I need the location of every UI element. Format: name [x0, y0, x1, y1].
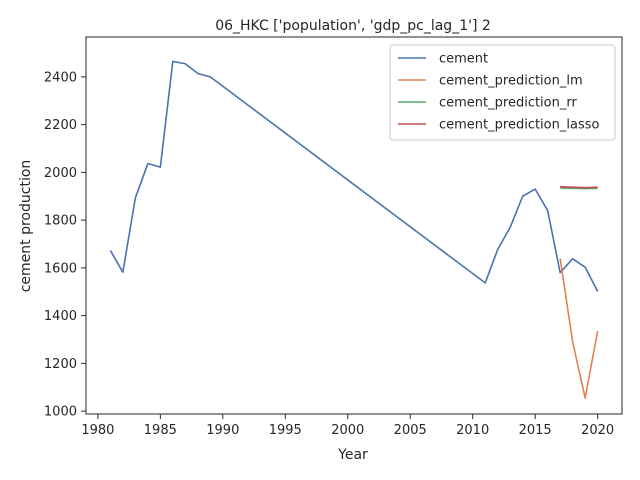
legend-label: cement_prediction_lm — [439, 74, 583, 89]
y-tick-label: 2400 — [44, 70, 77, 85]
plot-frame — [85, 36, 623, 415]
y-axis-ticks: 1000 1200 1400 1600 1800 2000 2200 2400 — [44, 70, 86, 420]
x-tick-label: 1980 — [81, 423, 114, 438]
y-tick-label: 1800 — [44, 214, 77, 229]
legend-box — [389, 44, 616, 141]
plot-lines — [109, 60, 599, 399]
y-tick-label: 1200 — [44, 357, 77, 372]
y-axis-label: cement production — [18, 160, 34, 293]
y-tick-label: 1600 — [44, 261, 77, 276]
legend-label: cement_prediction_rr — [439, 96, 577, 111]
legend: cement cement_prediction_lm cement_predict… — [389, 44, 616, 141]
series-line-cement-prediction-lasso — [560, 185, 598, 189]
x-tick-label: 2020 — [581, 423, 614, 438]
y-tick-label: 1000 — [44, 405, 77, 420]
legend-label: cement_prediction_lasso — [439, 118, 599, 133]
x-tick-label: 2005 — [394, 423, 427, 438]
legend-label: cement — [439, 52, 488, 67]
series-line-cement-prediction-rr — [560, 187, 598, 190]
x-tick-label: 2010 — [456, 423, 489, 438]
x-tick-label: 2000 — [331, 423, 364, 438]
x-tick-label: 2015 — [519, 423, 552, 438]
x-tick-label: 1995 — [269, 423, 302, 438]
y-tick-label: 2000 — [44, 166, 77, 181]
chart-title: 06_HKC ['population', 'gdp_pc_lag_1'] 2 — [215, 18, 491, 34]
x-axis-ticks: 1980 1985 1990 1995 2000 2005 2010 2015 2020 — [81, 414, 614, 438]
x-tick-label: 1990 — [206, 423, 239, 438]
series-line-cement — [109, 60, 599, 292]
series-line-cement-prediction-lm — [559, 258, 599, 399]
y-tick-label: 1400 — [44, 309, 77, 324]
y-tick-label: 2200 — [44, 118, 77, 133]
x-tick-label: 1985 — [144, 423, 177, 438]
x-axis-label: Year — [337, 447, 368, 463]
